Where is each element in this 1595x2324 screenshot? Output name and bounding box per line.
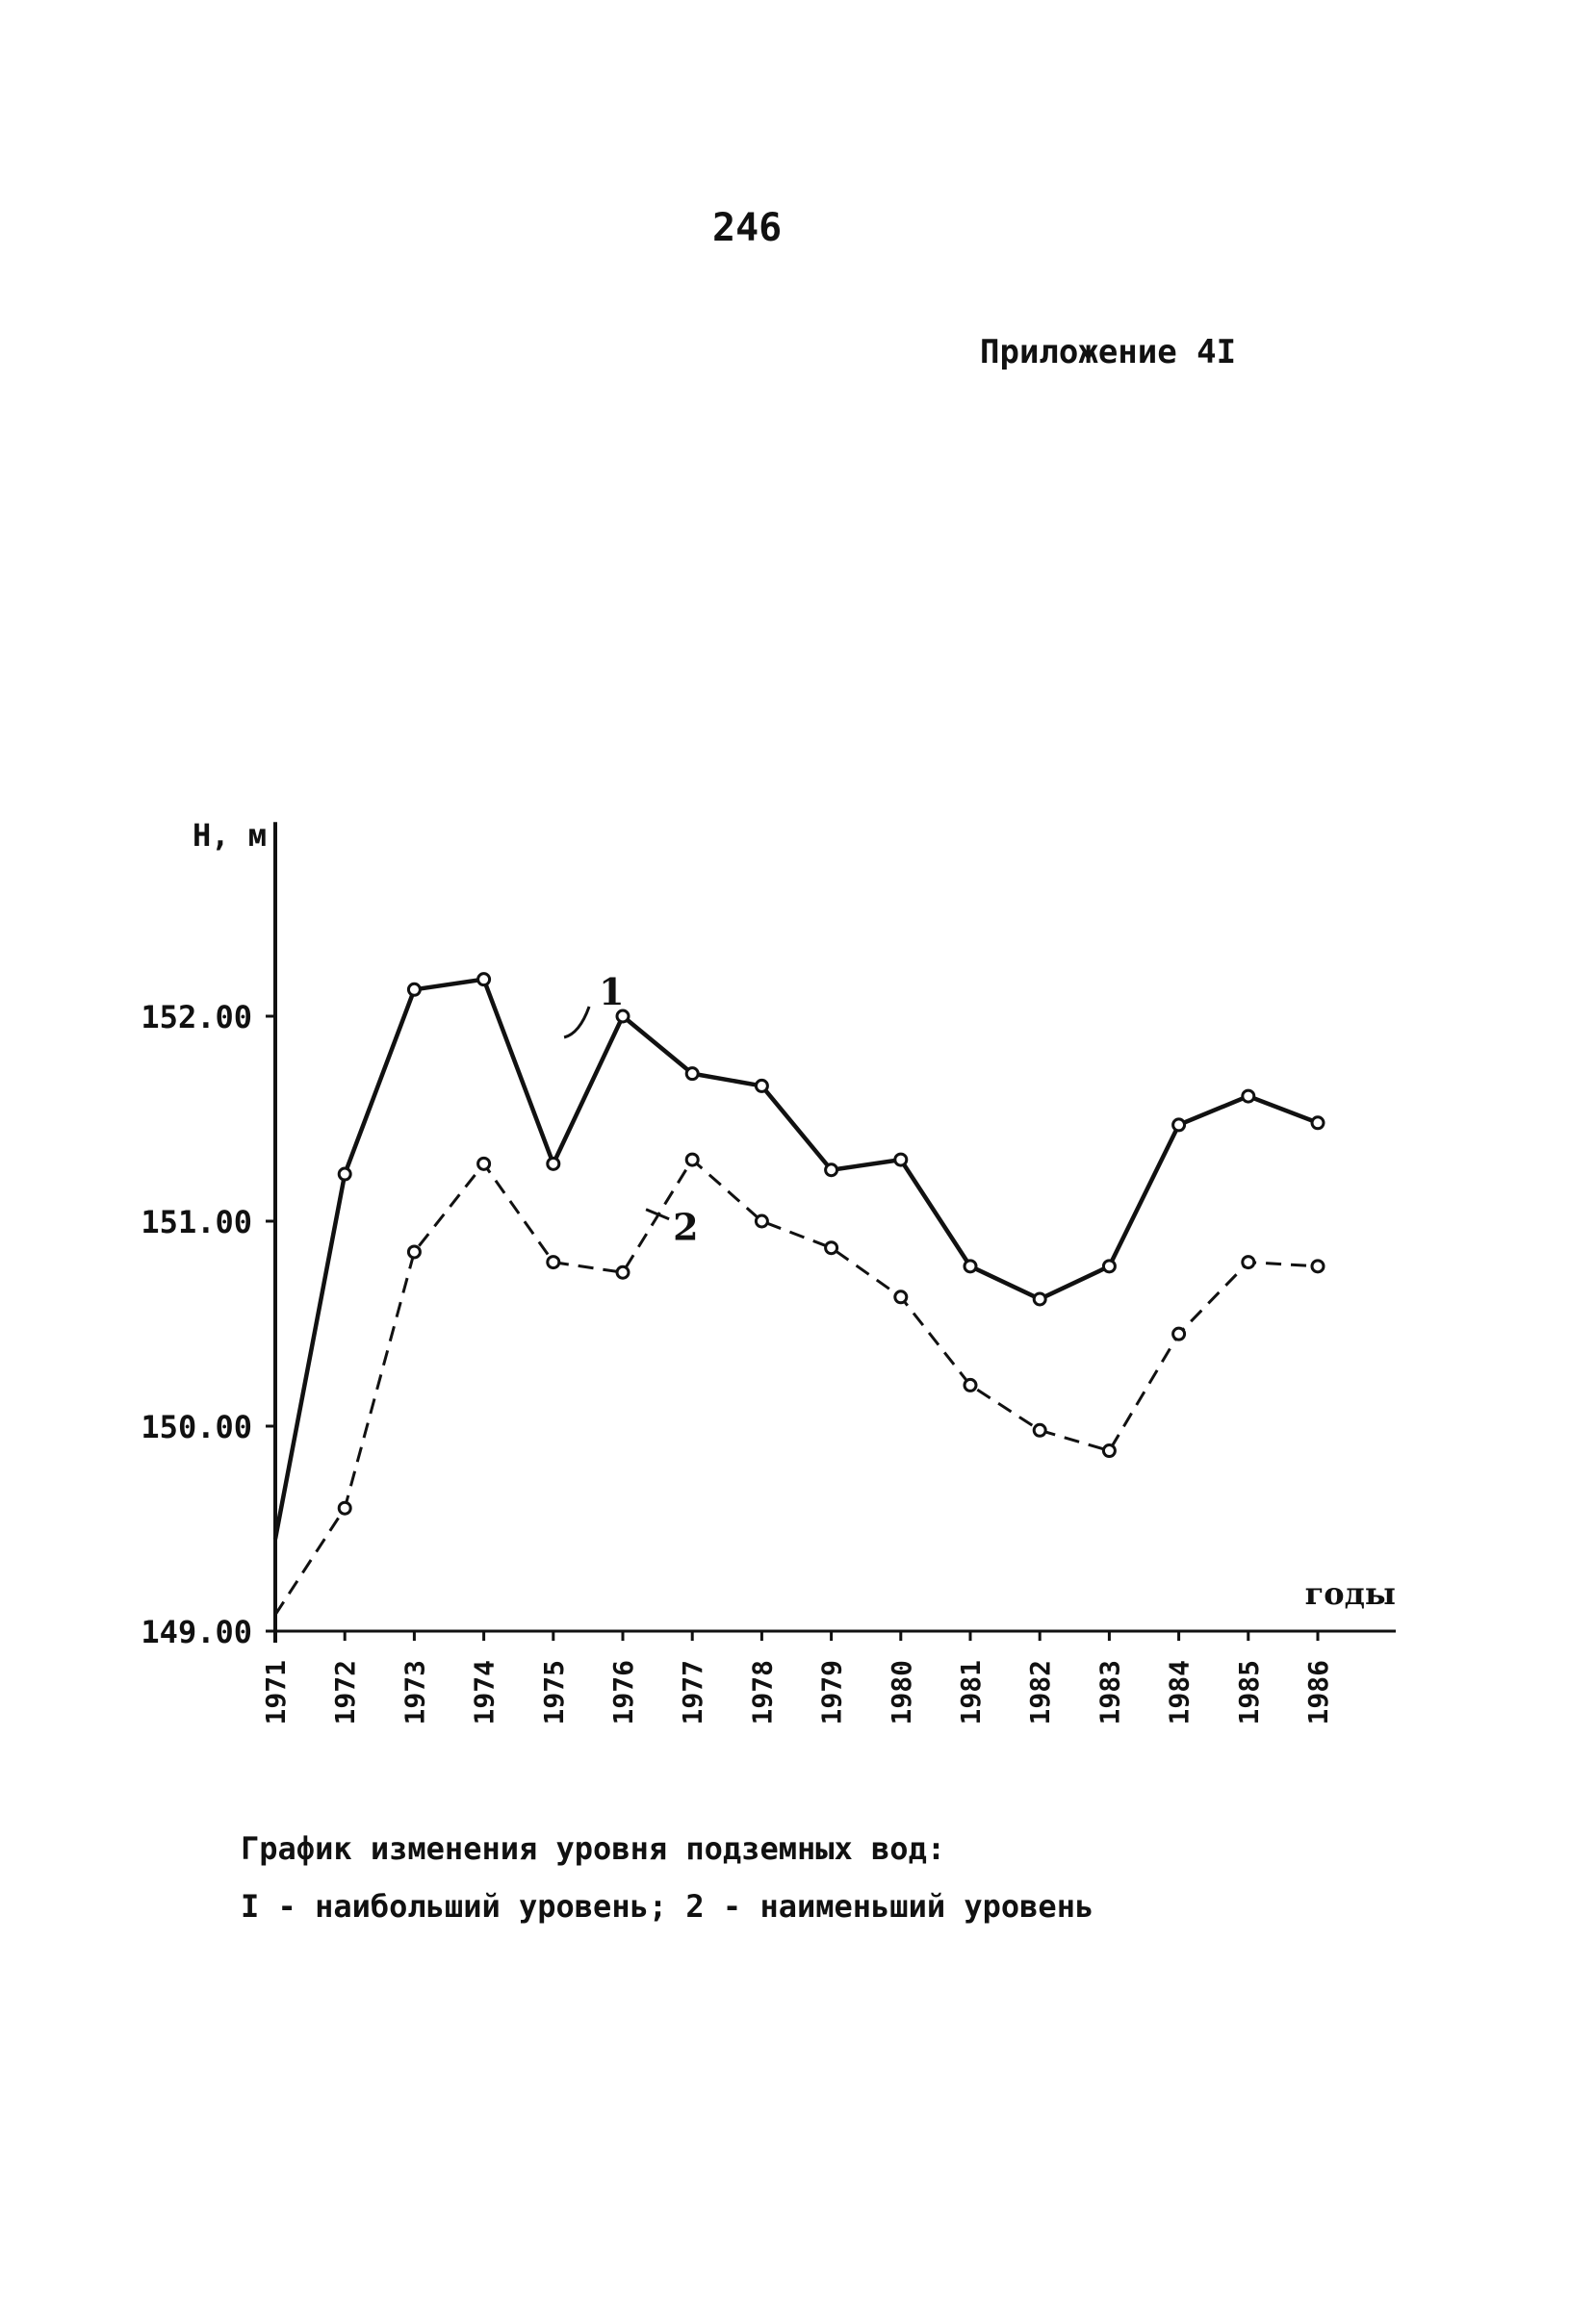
series-1-label: 1 [599, 970, 624, 1013]
x-axis-label: годы [1305, 1575, 1396, 1612]
series-2-point [1032, 1422, 1047, 1438]
series-2-point [1310, 1259, 1325, 1274]
x-tick-label: 1978 [746, 1660, 778, 1724]
series-2-point [615, 1264, 630, 1280]
y-tick-label: 152.00 [141, 999, 252, 1035]
series-1-point [824, 1162, 839, 1178]
y-axis-label: H, м [193, 817, 267, 854]
x-tick-label: 1980 [886, 1660, 917, 1724]
page-number: 246 [712, 206, 783, 250]
x-ticks: 1971 1972 1973 1974 1975 1976 1977 1978 1979 1980… [260, 1631, 1334, 1724]
series-1-point [1101, 1259, 1117, 1274]
series-1-point [754, 1078, 769, 1093]
x-tick-label: 1982 [1024, 1660, 1056, 1724]
x-tick-label: 1975 [538, 1660, 570, 1724]
series-2-point [1171, 1326, 1187, 1341]
x-tick-label: 1977 [677, 1660, 708, 1724]
chart-series [272, 972, 1325, 1616]
x-tick-label: 1973 [399, 1660, 430, 1724]
x-tick-label: 1984 [1164, 1660, 1196, 1724]
series-2-point [1241, 1255, 1256, 1270]
series-1-point [1032, 1291, 1047, 1307]
series-2-point [754, 1213, 769, 1229]
caption-title: График изменения уровня подземных вод: [241, 1830, 946, 1867]
x-tick-label: 1976 [607, 1660, 639, 1724]
x-tick-label: 1983 [1093, 1660, 1125, 1724]
series-2-line [273, 1158, 1319, 1616]
appendix-label: Приложение 4I [980, 333, 1237, 371]
y-ticks: 149.00 150.00 151.00 152.00 [141, 999, 275, 1650]
series-2-point [1101, 1443, 1117, 1459]
x-tick-label: 1981 [955, 1660, 987, 1724]
series-2-point [684, 1152, 700, 1167]
x-tick-label: 1979 [816, 1660, 848, 1724]
chart-axes [273, 822, 1396, 1643]
series-1-leader [563, 1006, 591, 1039]
series-1-line [272, 977, 1319, 1540]
series-1-point [476, 972, 492, 987]
series-2-point [963, 1377, 978, 1392]
series-1-point [1241, 1088, 1256, 1104]
series-1-point [1310, 1115, 1325, 1131]
x-tick-label: 1972 [329, 1660, 361, 1724]
series-1-point [963, 1259, 978, 1274]
series-1-point [406, 982, 422, 997]
x-tick-label: 1971 [260, 1660, 292, 1724]
series-1-point [615, 1009, 630, 1024]
series-2-point [824, 1240, 839, 1256]
chart-labels: H, м годы 1 2 [193, 817, 1396, 1612]
series-2-point [337, 1500, 352, 1516]
series-2-leader [645, 1208, 670, 1221]
series-2-label: 2 [673, 1206, 698, 1249]
y-tick-label: 149.00 [141, 1614, 252, 1650]
x-tick-label: 1985 [1233, 1660, 1265, 1724]
x-tick-label: 1974 [469, 1660, 501, 1724]
series-2-point [406, 1244, 422, 1260]
series-2-point [893, 1290, 909, 1305]
series-1-point [546, 1156, 561, 1171]
y-tick-label: 150.00 [141, 1409, 252, 1445]
series-2-point [546, 1255, 561, 1270]
y-tick-label: 151.00 [141, 1204, 252, 1240]
series-1-point [893, 1152, 909, 1167]
caption-legend: I - наибольший уровень; 2 - наименьший у… [241, 1888, 1094, 1925]
series-1-point [1171, 1117, 1187, 1133]
series-1-point [337, 1166, 352, 1182]
series-2-point [476, 1156, 492, 1171]
series-1-point [684, 1066, 700, 1082]
x-tick-label: 1986 [1302, 1660, 1334, 1724]
